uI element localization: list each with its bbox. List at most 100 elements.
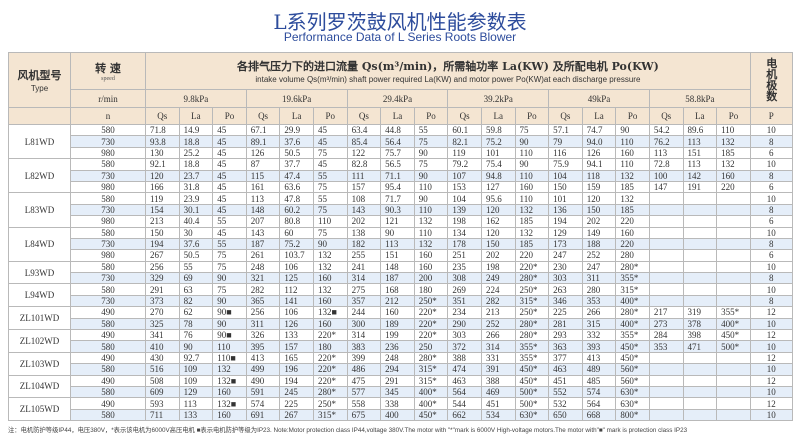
value-cell-la	[682, 283, 718, 296]
value-cell-po: 160	[514, 180, 550, 194]
value-cell-po: 110	[413, 226, 449, 239]
value-cell-po: 280*	[312, 385, 348, 399]
table-row: 580 325 78 90 311 126 160 300 189 220* 290 252 280* 2…	[9, 317, 793, 331]
value-cell-la: 75.2	[480, 135, 516, 148]
value-cell-qs: 79.2	[447, 158, 482, 171]
page-title: L系列罗茨鼓风机性能参数表	[273, 10, 527, 34]
value-cell-po: 75	[312, 180, 348, 194]
value-cell-po: 315*	[514, 294, 550, 308]
value-cell-qs	[648, 397, 684, 410]
model-type: L84WD	[8, 226, 71, 262]
value-cell-po: 400*	[615, 317, 650, 331]
speed-cell: 580	[70, 123, 146, 137]
value-cell-po: 280*	[615, 260, 650, 274]
value-cell-qs: 100	[648, 169, 684, 182]
subcol-header-po: Po	[716, 107, 751, 125]
value-cell-la: 252	[480, 317, 516, 331]
value-cell-qs: 544	[447, 397, 482, 410]
value-cell-po: 220*	[312, 363, 348, 376]
performance-table: 风机型号 Type 转 速 speed 各排气压力下的进口流量 Qs(m³/min)…	[8, 52, 793, 422]
value-cell-qs: 363	[548, 340, 583, 353]
table-row: 730 194 37.6 55 187 75.2 90 182 113 132 178 150 185 1…	[9, 237, 793, 251]
value-cell-la: 29.9	[279, 123, 314, 137]
value-cell-la: 224	[480, 283, 516, 296]
value-cell-qs: 650	[548, 408, 583, 422]
poles-cell: 10	[749, 123, 793, 137]
value-cell-po: 110	[615, 158, 650, 171]
value-cell-po: 110	[514, 169, 550, 182]
model-type: L81WD	[8, 123, 71, 160]
value-cell-qs: 217	[648, 306, 684, 319]
value-cell-la	[682, 363, 718, 376]
value-cell-po: 160	[312, 272, 348, 285]
value-cell-qs: 166	[145, 180, 180, 194]
value-cell-qs: 153	[447, 180, 482, 194]
value-cell-la: 129	[178, 385, 214, 399]
value-cell-po	[716, 203, 751, 217]
model-type: L83WD	[8, 192, 71, 228]
poles-cell: 6	[749, 215, 793, 228]
value-cell-po: 132	[312, 249, 348, 262]
value-cell-la	[682, 272, 718, 285]
value-cell-la: 345	[380, 385, 415, 399]
value-cell-la: 212	[380, 294, 415, 308]
value-cell-qs: 451	[548, 374, 583, 388]
table-row: L81WD 580 71.8 14.9 45 67.1 29.9 45 63.4 44.8 55 60…	[8, 123, 793, 160]
value-cell-la: 101	[480, 146, 516, 160]
value-cell-qs: 76.2	[648, 135, 684, 148]
value-cell-po: 560*	[615, 374, 650, 388]
speed-cell: 730	[70, 237, 146, 251]
value-cell-po: 355*	[615, 272, 650, 285]
value-cell-qs: 499	[245, 363, 281, 376]
value-cell-po: 110	[615, 135, 650, 148]
value-cell-la: 148	[380, 260, 415, 274]
subcol-header-la: La	[682, 107, 718, 125]
value-cell-la: 95.6	[480, 192, 516, 205]
value-cell-po: 160	[413, 249, 449, 262]
value-cell-la: 314	[480, 340, 516, 353]
speed-cell: 730	[70, 169, 146, 182]
subcol-header-qs: Qs	[648, 107, 684, 125]
value-cell-po: 160	[615, 226, 650, 239]
speed-cell: 730	[70, 135, 146, 148]
value-cell-qs: 154	[145, 203, 180, 217]
table-row: 730 373 82 90 365 141 160 357 212 250* 351 282 315* 3…	[9, 294, 793, 308]
value-cell-po: 160	[615, 146, 650, 160]
poles-cell: 6	[749, 146, 793, 160]
value-cell-qs: 388	[447, 351, 482, 365]
value-cell-qs: 85.4	[346, 135, 382, 148]
table-row: L93WD 580 256 55 75 248 106 132 241 148 160 235 198 2…	[8, 260, 793, 285]
value-cell-po: 250*	[514, 283, 550, 296]
table-row: 730 329 69 90 321 125 160 314 187 200 308 249 280* 30…	[9, 272, 793, 285]
value-cell-qs: 281	[548, 317, 583, 331]
subcol-header-po: Po	[514, 107, 550, 125]
value-cell-la: 50.5	[178, 249, 214, 262]
table-row: 980 213 40.4 55 207 80.8 110 202 121 132 198 162 185…	[9, 215, 793, 228]
value-cell-la: 189	[380, 317, 415, 331]
value-cell-qs: 311	[245, 317, 281, 331]
value-cell-qs: 182	[346, 237, 382, 251]
value-cell-po: 90	[212, 272, 247, 285]
table-row: L84WD 580 150 30 45 143 60 75 138 90 110 134 120 132 1…	[8, 226, 793, 262]
value-cell-po: 560*	[615, 363, 650, 376]
value-cell-qs	[648, 215, 684, 228]
value-cell-qs: 675	[346, 408, 382, 422]
value-cell-po: 185	[615, 180, 650, 194]
value-cell-la: 160	[380, 306, 415, 319]
speed-symbol: n	[70, 107, 146, 125]
value-cell-qs: 139	[447, 203, 482, 217]
value-cell-po: 220	[514, 249, 550, 262]
speed-cell: 580	[70, 158, 146, 171]
subcol-header-po: Po	[615, 107, 650, 125]
poles-cell: 12	[749, 351, 793, 365]
value-cell-qs: 213	[145, 215, 180, 228]
value-cell-qs: 314	[346, 272, 382, 285]
value-cell-la: 95.4	[380, 180, 415, 194]
value-cell-po: 45	[312, 158, 348, 171]
value-cell-qs: 303	[447, 329, 482, 342]
value-cell-la: 120	[581, 192, 617, 205]
pressure-header: 58.8kPa	[648, 89, 751, 108]
value-cell-qs: 143	[346, 203, 382, 217]
value-cell-qs: 263	[548, 283, 583, 296]
value-cell-po: 630*	[615, 385, 650, 399]
